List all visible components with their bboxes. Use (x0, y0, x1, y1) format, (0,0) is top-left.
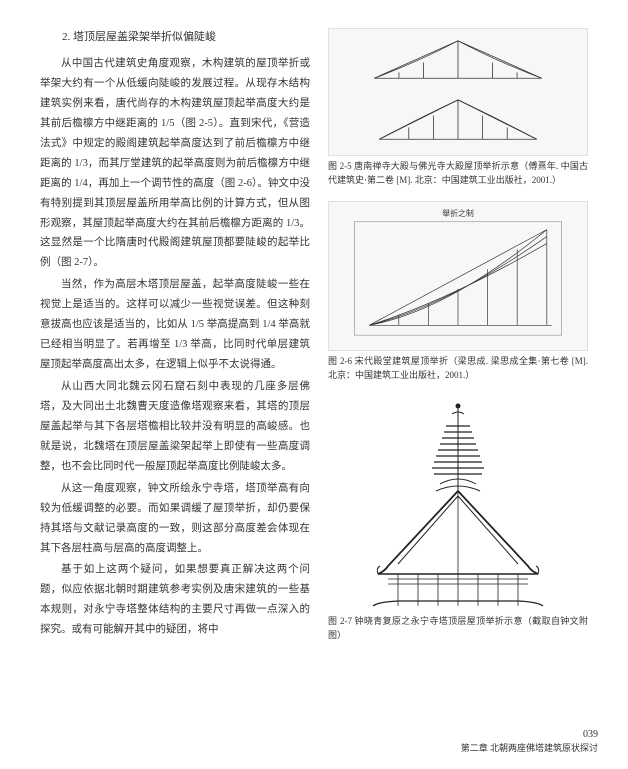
figure-column: 图 2-5 唐南禅寺大殿与佛光寺大殿屋顶举折示意（傅熹年. 中国古代建筑史·第二… (328, 28, 588, 656)
section-heading: 2. 塔顶层屋盖梁架举折似偏陡峻 (40, 28, 310, 44)
figure-image (328, 28, 588, 156)
paragraph: 当然，作为高层木塔顶层屋盖，起举高度陡峻一些在视觉上是适当的。这样可以减少一些视… (40, 275, 310, 375)
figure-image (328, 396, 588, 611)
text-column: 2. 塔顶层屋盖梁架举折似偏陡峻 从中国古代建筑史角度观察，木构建筑的屋顶举折或… (40, 28, 310, 656)
page-footer: 039 第二章 北朝两座佛塔建筑原状探讨 (461, 728, 598, 755)
figure-2-5: 图 2-5 唐南禅寺大殿与佛光寺大殿屋顶举折示意（傅熹年. 中国古代建筑史·第二… (328, 28, 588, 187)
figure-caption: 图 2-6 宋代殿堂建筑屋顶举折（梁思成. 梁思成全集·第七卷 [M]. 北京：… (328, 355, 588, 382)
figure-caption: 图 2-7 钟晓青复原之永宁寺塔顶层屋顶举折示意（截取自钟文附图） (328, 615, 588, 642)
svg-text:舉折之制: 舉折之制 (442, 208, 474, 218)
paragraph: 从中国古代建筑史角度观察，木构建筑的屋顶举折或举架大约有一个从低缓向陡峻的发展过… (40, 54, 310, 273)
figure-2-6: 舉折之制 (328, 201, 588, 382)
figure-2-7: 图 2-7 钟晓青复原之永宁寺塔顶层屋顶举折示意（截取自钟文附图） (328, 396, 588, 642)
figure-caption: 图 2-5 唐南禅寺大殿与佛光寺大殿屋顶举折示意（傅熹年. 中国古代建筑史·第二… (328, 160, 588, 187)
paragraph: 基于如上这两个疑问，如果想要真正解决这两个问题，似应依据北朝时期建筑参考实例及唐… (40, 560, 310, 640)
page-number: 039 (461, 728, 598, 742)
figure-image: 舉折之制 (328, 201, 588, 351)
chapter-label: 第二章 北朝两座佛塔建筑原状探讨 (461, 742, 598, 755)
paragraph: 从这一角度观察，钟文所绘永宁寺塔，塔顶举高有向较为低缓调整的必要。而如果调缓了屋… (40, 479, 310, 559)
paragraph: 从山西大同北魏云冈石窟石刻中表现的几座多层佛塔，及大同出土北魏曹天度造像塔观察来… (40, 377, 310, 477)
